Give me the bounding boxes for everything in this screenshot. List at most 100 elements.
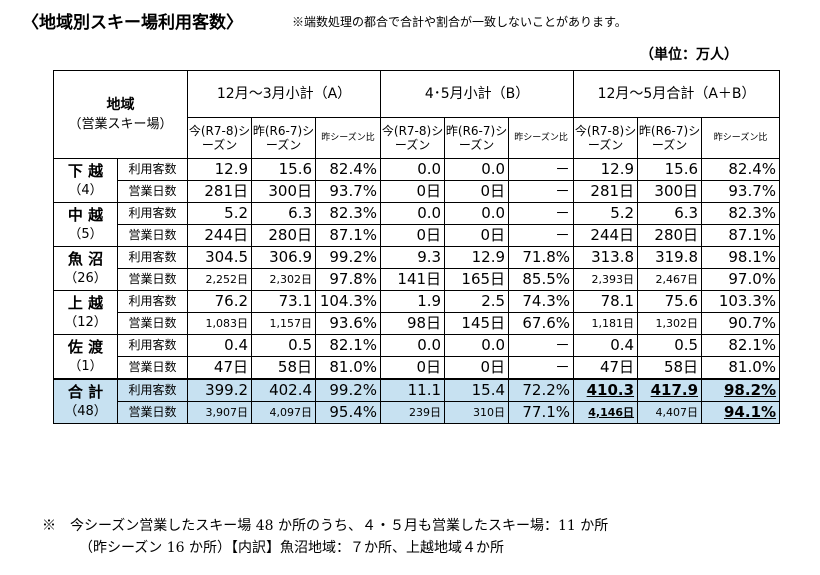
value-cell: 0日 bbox=[380, 356, 446, 380]
page-title: 〈地域別スキー場利用客数〉 bbox=[22, 13, 243, 33]
value-cell: 58日 bbox=[251, 356, 317, 380]
value-cell: 5.2 bbox=[573, 202, 639, 225]
ratio-header: 昨シーズン比 bbox=[701, 117, 781, 159]
resort-count: （1） bbox=[68, 358, 103, 374]
value-cell: 306.9 bbox=[251, 246, 317, 269]
region-name: 魚 沼 bbox=[67, 249, 104, 268]
value-cell: 99.2% bbox=[315, 378, 382, 402]
value-cell: 304.5 bbox=[187, 246, 253, 269]
region-cell: 魚 沼 （26） bbox=[53, 246, 118, 291]
value-cell: 0.0 bbox=[380, 202, 446, 225]
value-cell: 2,393日 bbox=[573, 268, 639, 291]
resort-count: （26） bbox=[64, 270, 107, 286]
metric-days-label: 営業日数 bbox=[116, 268, 189, 291]
value-cell: 4,097日 bbox=[251, 401, 317, 424]
value-cell: － bbox=[508, 356, 575, 380]
metric-days-label: 営業日数 bbox=[116, 356, 189, 380]
region-name: 上 越 bbox=[67, 293, 104, 312]
value-cell: 95.4% bbox=[315, 401, 382, 424]
value-cell: 82.3% bbox=[315, 202, 382, 225]
table-row: 上 越 （12） 利用客数 76.2 73.1 104.3% 1.9 2.5 74.3% 78.1… bbox=[53, 290, 781, 335]
value-cell: 1.9 bbox=[380, 290, 446, 313]
value-cell: 402.4 bbox=[251, 378, 317, 402]
value-cell: 78.1 bbox=[573, 290, 639, 313]
previous-season-header: 昨(R6-7)シーズン bbox=[444, 117, 510, 159]
value-cell: － bbox=[508, 202, 575, 225]
value-cell: 4,146日 bbox=[573, 401, 639, 424]
value-cell: 72.2% bbox=[508, 378, 575, 402]
value-cell: 0日 bbox=[380, 180, 446, 203]
value-cell: 93.7% bbox=[315, 180, 382, 203]
value-cell: 71.8% bbox=[508, 246, 575, 269]
value-cell: 97.0% bbox=[701, 268, 781, 291]
value-cell: 73.1 bbox=[251, 290, 317, 313]
current-season-header: 今(R7-8)シーズン bbox=[380, 117, 446, 159]
value-cell: 0.0 bbox=[444, 158, 510, 181]
value-cell: 0.0 bbox=[444, 334, 510, 357]
metric-visitors-label: 利用客数 bbox=[116, 334, 189, 357]
value-cell: 417.9 bbox=[637, 378, 703, 402]
group-b-header: 4･5月小計（B） bbox=[380, 70, 575, 118]
value-cell: 98.1% bbox=[701, 246, 781, 269]
value-cell: 12.9 bbox=[573, 158, 639, 181]
value-cell: 12.9 bbox=[444, 246, 510, 269]
metric-days-label: 営業日数 bbox=[116, 401, 189, 424]
value-cell: 239日 bbox=[380, 401, 446, 424]
value-cell: 85.5% bbox=[508, 268, 575, 291]
value-cell: 5.2 bbox=[187, 202, 253, 225]
region-sublabel: （営業スキー場） bbox=[68, 116, 173, 132]
value-cell: 94.1% bbox=[701, 401, 781, 424]
value-cell: 47日 bbox=[187, 356, 253, 380]
value-cell: 81.0% bbox=[315, 356, 382, 380]
footnote-line-1: ※ 今シーズン営業したスキー場 48 か所のうち、４・５月も営業したスキー場：1… bbox=[42, 518, 609, 534]
value-cell: 0.5 bbox=[637, 334, 703, 357]
value-cell: 11.1 bbox=[380, 378, 446, 402]
value-cell: 0.0 bbox=[444, 202, 510, 225]
value-cell: 81.0% bbox=[701, 356, 781, 380]
value-cell: 410.3 bbox=[573, 378, 639, 402]
region-cell: 佐 渡 （1） bbox=[53, 334, 118, 380]
value-cell: 244日 bbox=[187, 224, 253, 247]
value-cell: 90.7% bbox=[701, 312, 781, 335]
value-cell: 281日 bbox=[573, 180, 639, 203]
ski-visitors-table: 地域 （営業スキー場） 12月～3月小計（A） 4･5月小計（B） 12月～5月… bbox=[52, 70, 781, 424]
metric-days-label: 営業日数 bbox=[116, 312, 189, 335]
metric-days-label: 営業日数 bbox=[116, 224, 189, 247]
value-cell: 2,467日 bbox=[637, 268, 703, 291]
value-cell: 98日 bbox=[380, 312, 446, 335]
metric-days-label: 営業日数 bbox=[116, 180, 189, 203]
value-cell: 141日 bbox=[380, 268, 446, 291]
table-row: 営業日数 3,907日 4,097日 95.4% 239日 310日 77.1% 4,146日… bbox=[54, 401, 781, 424]
value-cell: 0.0 bbox=[380, 334, 446, 357]
value-cell: 2,302日 bbox=[251, 268, 317, 291]
value-cell: 82.4% bbox=[701, 158, 781, 181]
value-cell: － bbox=[508, 180, 575, 203]
group-a-header: 12月～3月小計（A） bbox=[187, 70, 382, 118]
value-cell: 93.6% bbox=[315, 312, 382, 335]
value-cell: 1,157日 bbox=[251, 312, 317, 335]
value-cell: 76.2 bbox=[187, 290, 253, 313]
footnote: ※ 今シーズン営業したスキー場 48 か所のうち、４・５月も営業したスキー場：1… bbox=[42, 515, 608, 559]
table-row: 合 計（48） 利用客数 399.2 402.4 99.2% 11.1 15.4 72.2% 4… bbox=[53, 378, 781, 424]
value-cell: 104.3% bbox=[315, 290, 382, 313]
metric-visitors-label: 利用客数 bbox=[116, 378, 189, 402]
value-cell: 280日 bbox=[251, 224, 317, 247]
region-cell: 合 計 （48） bbox=[53, 378, 118, 424]
table-row: 営業日数 47日 58日 81.0% 0日 0日－ 47日 58日 81.0% bbox=[54, 356, 781, 380]
value-cell: 103.3% bbox=[701, 290, 781, 313]
value-cell: 77.1% bbox=[508, 401, 575, 424]
value-cell: 97.8% bbox=[315, 268, 382, 291]
value-cell: 0.0 bbox=[380, 158, 446, 181]
value-cell: 2,252日 bbox=[187, 268, 253, 291]
value-cell: 15.6 bbox=[251, 158, 317, 181]
value-cell: 74.3% bbox=[508, 290, 575, 313]
value-cell: 310日 bbox=[444, 401, 510, 424]
value-cell: 6.3 bbox=[637, 202, 703, 225]
value-cell: － bbox=[508, 224, 575, 247]
value-cell: 145日 bbox=[444, 312, 510, 335]
value-cell: 75.6 bbox=[637, 290, 703, 313]
value-cell: 47日 bbox=[573, 356, 639, 380]
value-cell: 0.4 bbox=[573, 334, 639, 357]
region-name: 下 越 bbox=[67, 161, 104, 180]
resort-count: （12） bbox=[64, 314, 107, 330]
